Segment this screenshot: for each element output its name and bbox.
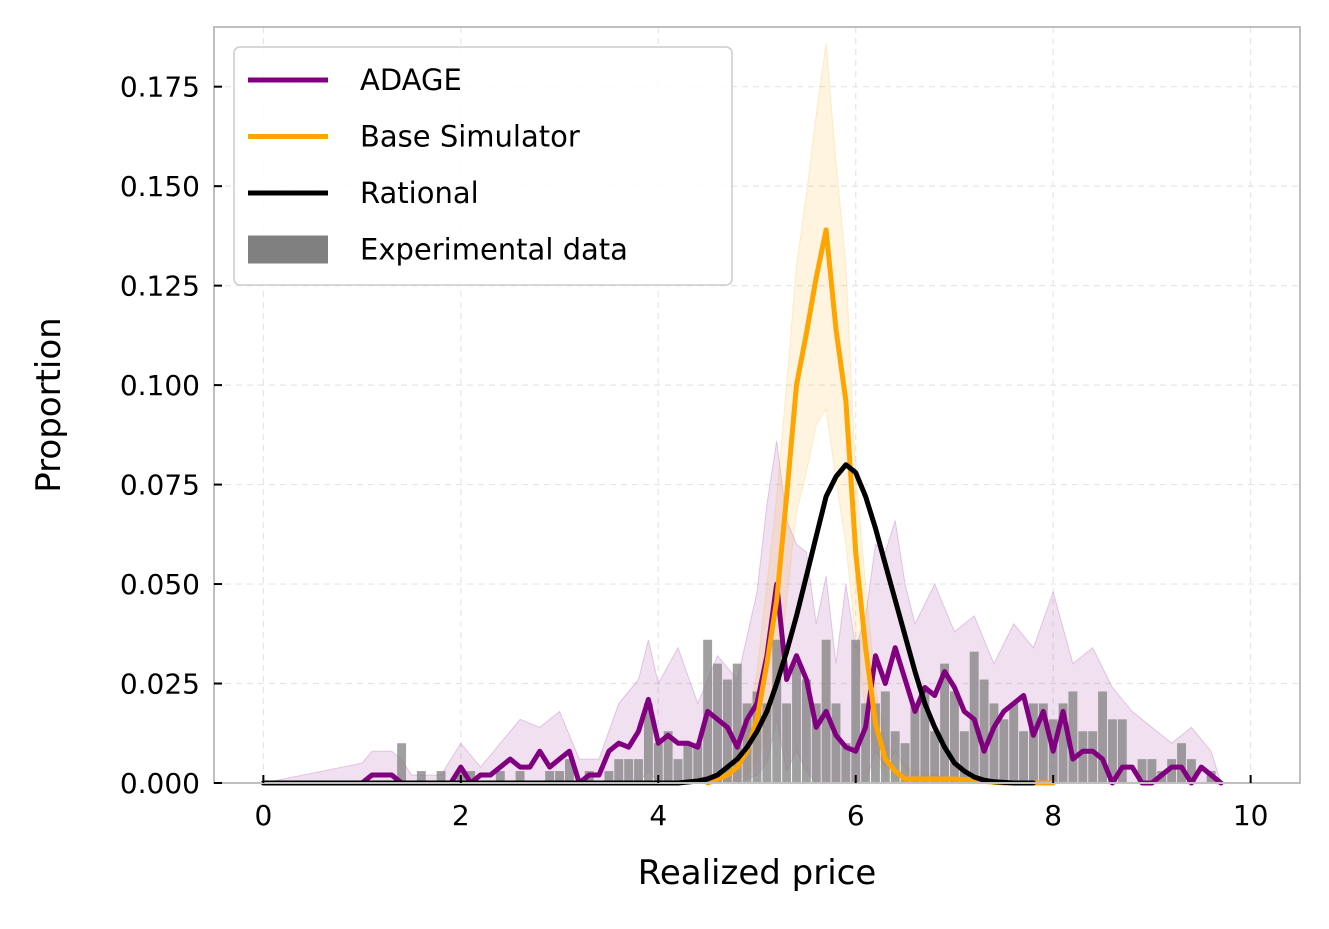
experimental-data-bar bbox=[1186, 759, 1196, 783]
axis-ticks: 0 2 4 6 8 10 0.000 0.025 0.050 0.075 0.100 0.125 0.1… bbox=[120, 71, 1269, 832]
experimental-data-bar bbox=[515, 771, 525, 783]
legend-label: Experimental data bbox=[360, 233, 628, 267]
experimental-data-bar bbox=[1038, 703, 1048, 783]
y-tick-label: 0.050 bbox=[120, 568, 200, 601]
experimental-data-bar bbox=[910, 703, 920, 783]
plot-frame bbox=[213, 26, 1301, 784]
experimental-data-bar bbox=[811, 703, 821, 783]
experimental-data-bar bbox=[1137, 759, 1147, 783]
legend-swatch-experimental-data bbox=[248, 235, 328, 264]
experimental-data-bar bbox=[979, 679, 989, 783]
series-lines bbox=[260, 227, 1224, 786]
experimental-data-bar bbox=[1058, 703, 1068, 783]
series-line-base-simulator bbox=[705, 227, 1056, 786]
experimental-data-bar bbox=[851, 639, 861, 783]
experimental-data-bar bbox=[1117, 719, 1127, 783]
experimental-data-bar bbox=[397, 743, 407, 783]
experimental-data-bar bbox=[545, 771, 555, 783]
legend-label: Base Simulator bbox=[360, 120, 580, 154]
experimental-data-bar bbox=[1028, 703, 1038, 783]
experimental-data-bar bbox=[930, 731, 940, 783]
experimental-data-bar bbox=[643, 703, 653, 783]
experimental-data-bar bbox=[604, 771, 614, 783]
experimental-data-bar bbox=[752, 691, 762, 783]
experimental-data-bar bbox=[861, 703, 871, 783]
series-line-adage bbox=[260, 581, 1224, 786]
experimental-data-bar bbox=[841, 743, 851, 783]
experimental-data-bar bbox=[831, 703, 841, 783]
series-line-rational bbox=[260, 462, 1036, 786]
x-tick-label: 10 bbox=[1233, 799, 1269, 832]
experimental-data-bar bbox=[1167, 759, 1177, 783]
y-axis-label: Proportion bbox=[29, 317, 69, 492]
experimental-data-bar bbox=[1107, 719, 1117, 783]
experimental-data-bar bbox=[693, 743, 703, 783]
legend-box bbox=[233, 46, 733, 286]
experimental-data-bar bbox=[792, 663, 801, 783]
experimental-data-bar bbox=[495, 771, 505, 783]
experimental-data-bar bbox=[1098, 691, 1107, 783]
experimental-data-bar bbox=[940, 663, 950, 783]
experimental-data-bar bbox=[920, 691, 930, 783]
legend-label: ADAGE bbox=[360, 63, 462, 97]
experimental-data-bar bbox=[801, 679, 811, 783]
x-tick-label: 4 bbox=[649, 799, 667, 832]
y-tick-label: 0.000 bbox=[120, 767, 200, 800]
y-tick-label: 0.125 bbox=[120, 270, 200, 303]
experimental-data-bar bbox=[950, 691, 959, 783]
experimental-data-bar bbox=[1177, 743, 1186, 783]
experimental-data-bar bbox=[624, 759, 634, 783]
experimental-data-bar bbox=[1078, 731, 1088, 783]
y-tick-label: 0.100 bbox=[120, 369, 200, 402]
experimental-data-bar bbox=[890, 731, 900, 783]
experimental-data-bar bbox=[900, 743, 910, 783]
experimental-data-bar bbox=[1147, 759, 1157, 783]
experimental-data-bar bbox=[683, 743, 693, 783]
x-tick-label: 6 bbox=[847, 799, 865, 832]
experimental-data-bar bbox=[564, 759, 574, 783]
experimental-data-bar bbox=[614, 759, 624, 783]
legend: ADAGE Base Simulator Rational Experimental … bbox=[233, 46, 733, 286]
experimental-data-bar bbox=[673, 759, 683, 783]
x-tick-label: 8 bbox=[1044, 799, 1062, 832]
y-tick-label: 0.150 bbox=[120, 170, 200, 203]
y-tick-label: 0.025 bbox=[120, 668, 200, 701]
experimental-data-bar bbox=[772, 639, 782, 783]
experimental-data-bar bbox=[762, 703, 772, 783]
experimental-data-bar bbox=[634, 759, 643, 783]
experimental-data-bar bbox=[436, 771, 446, 783]
experimental-data-bar bbox=[1019, 731, 1029, 783]
experimental-data-bar bbox=[713, 663, 722, 783]
y-tick-label: 0.175 bbox=[120, 71, 200, 104]
experimental-data-bar bbox=[653, 743, 663, 783]
experimental-data-bar bbox=[1009, 703, 1019, 783]
experimental-data-bar bbox=[663, 731, 673, 783]
experimental-data-bar bbox=[1068, 691, 1078, 783]
experimental-data-bar bbox=[999, 719, 1009, 783]
x-axis-label: Realized price bbox=[638, 853, 877, 893]
x-tick-label: 0 bbox=[254, 799, 272, 832]
y-tick-label: 0.075 bbox=[120, 469, 200, 502]
x-tick-label: 2 bbox=[452, 799, 470, 832]
experimental-data-bar bbox=[959, 731, 969, 783]
experimental-data-bar bbox=[880, 691, 890, 783]
experimental-data-bar bbox=[782, 703, 792, 783]
experimental-data-bar bbox=[1088, 731, 1098, 783]
experimental-data-bar bbox=[871, 703, 880, 783]
experimental-data-bar bbox=[555, 771, 564, 783]
experimental-data-bar bbox=[732, 663, 742, 783]
experimental-data-bar bbox=[416, 771, 426, 783]
experimental-data-bar bbox=[989, 703, 999, 783]
experimental-data-bar bbox=[466, 771, 476, 783]
legend-label: Rational bbox=[360, 176, 479, 210]
